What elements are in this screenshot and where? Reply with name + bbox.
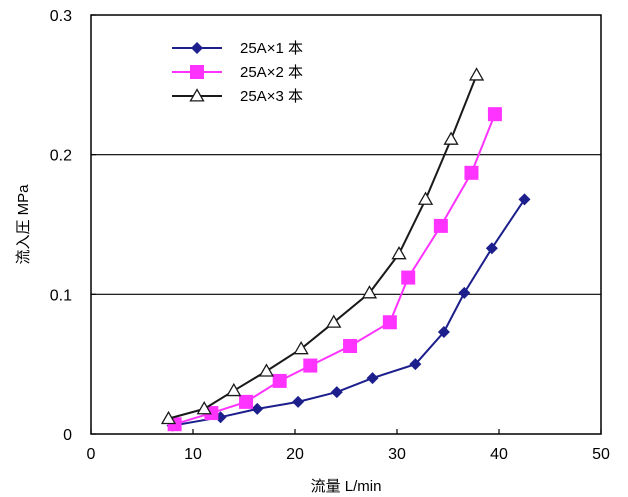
data-point: [303, 358, 318, 373]
legend-item-1: 25A×1 本: [172, 40, 303, 57]
series-line: [174, 113, 496, 426]
data-point: [458, 286, 471, 299]
data-point: [272, 373, 287, 388]
y-tick-label: 0.2: [50, 148, 72, 165]
data-point: [326, 314, 342, 328]
x-tick-label: 10: [184, 446, 202, 463]
data-point: [485, 242, 498, 255]
data-point: [226, 382, 242, 397]
data-point: [433, 218, 448, 233]
y-tick-label: 0: [63, 427, 72, 444]
x-tick-label: 40: [490, 446, 508, 463]
gridlines: [91, 154, 601, 295]
series-2: [167, 107, 502, 432]
data-point: [391, 246, 407, 260]
data-point: [343, 339, 358, 354]
data-point: [401, 270, 416, 285]
x-tick-label: 30: [388, 446, 406, 463]
data-point: [464, 165, 479, 180]
legend-marker: [191, 42, 203, 54]
series-layer: [160, 67, 531, 432]
data-point: [487, 107, 502, 122]
data-point: [361, 285, 378, 299]
data-point: [409, 358, 422, 371]
plot-area-frame: [90, 14, 602, 435]
x-axis-title: 流量 L/min: [311, 478, 382, 495]
y-tick-label: 0.1: [50, 287, 72, 304]
y-tick-label: 0.3: [50, 8, 72, 25]
data-point: [251, 402, 264, 415]
series-1: [166, 193, 531, 432]
data-point: [258, 363, 275, 377]
series-line: [168, 74, 478, 420]
data-point: [443, 131, 459, 145]
data-point: [330, 386, 343, 399]
legend-marker: [189, 88, 205, 102]
series-line: [172, 198, 526, 427]
legend-label: 25A×3 本: [240, 88, 303, 105]
x-tick-label: 0: [87, 446, 96, 463]
data-point: [382, 315, 397, 330]
legend-label: 25A×2 本: [240, 64, 303, 81]
data-point: [239, 394, 254, 409]
legend: 25A×1 本 25A×2 本 25A×3 本: [172, 40, 303, 105]
series-3: [160, 67, 485, 425]
legend-item-2: 25A×2 本: [172, 64, 303, 81]
legend-marker: [190, 65, 204, 79]
y-axis-title: 流入圧 MPa: [15, 184, 32, 265]
data-point: [437, 326, 450, 339]
x-tick-label: 50: [592, 446, 610, 463]
x-tick-label: 20: [286, 446, 304, 463]
data-point: [292, 395, 305, 408]
legend-label: 25A×1 本: [240, 40, 303, 57]
axis-ticks: 0 10 20 30 40 50 0 0.1 0.2 0.3: [50, 8, 610, 463]
legend-item-3: 25A×3 本: [172, 88, 303, 105]
data-point: [417, 191, 434, 205]
data-point: [160, 410, 177, 425]
data-point: [518, 193, 531, 206]
data-point: [196, 401, 212, 415]
data-point: [468, 67, 485, 81]
data-point: [366, 372, 379, 385]
data-point: [293, 340, 309, 355]
